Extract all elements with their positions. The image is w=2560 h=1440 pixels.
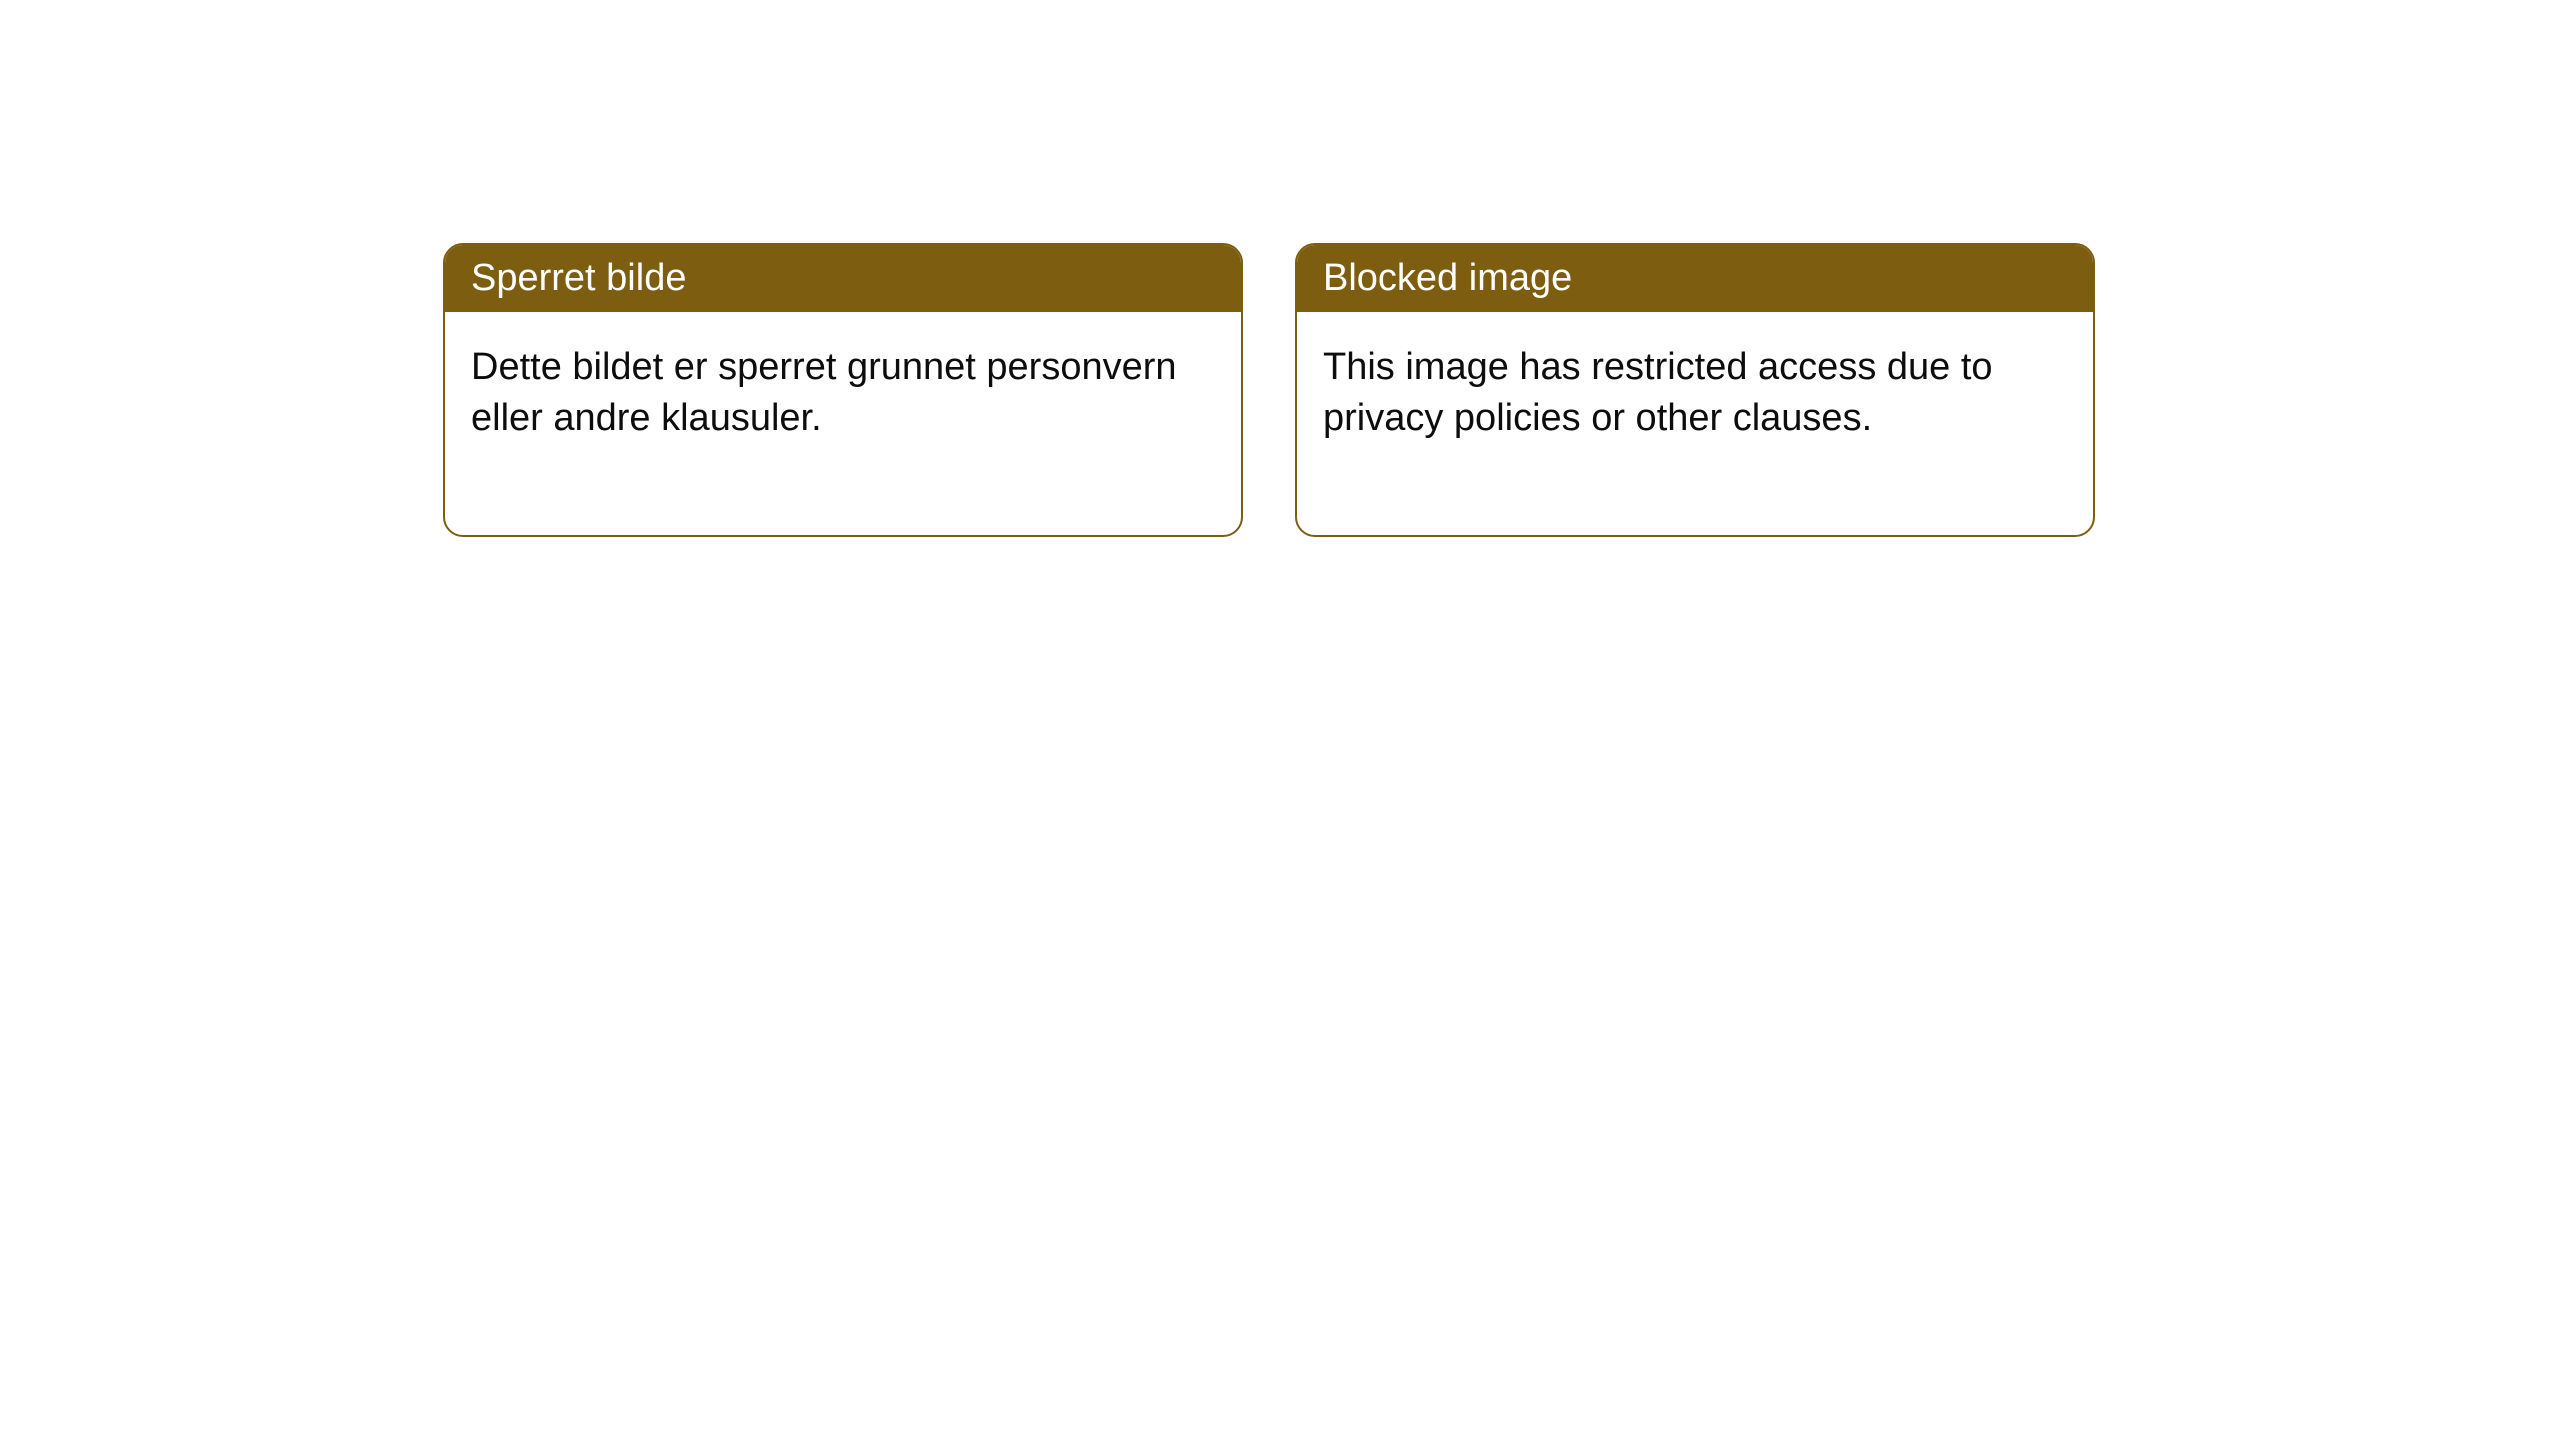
card-message-en: This image has restricted access due to … — [1297, 312, 2093, 535]
blocked-image-card-en: Blocked image This image has restricted … — [1295, 243, 2095, 537]
blocked-image-notice-container: Sperret bilde Dette bildet er sperret gr… — [0, 0, 2560, 537]
card-message-nb: Dette bildet er sperret grunnet personve… — [445, 312, 1241, 535]
blocked-image-card-nb: Sperret bilde Dette bildet er sperret gr… — [443, 243, 1243, 537]
card-title-en: Blocked image — [1297, 245, 2093, 312]
card-title-nb: Sperret bilde — [445, 245, 1241, 312]
